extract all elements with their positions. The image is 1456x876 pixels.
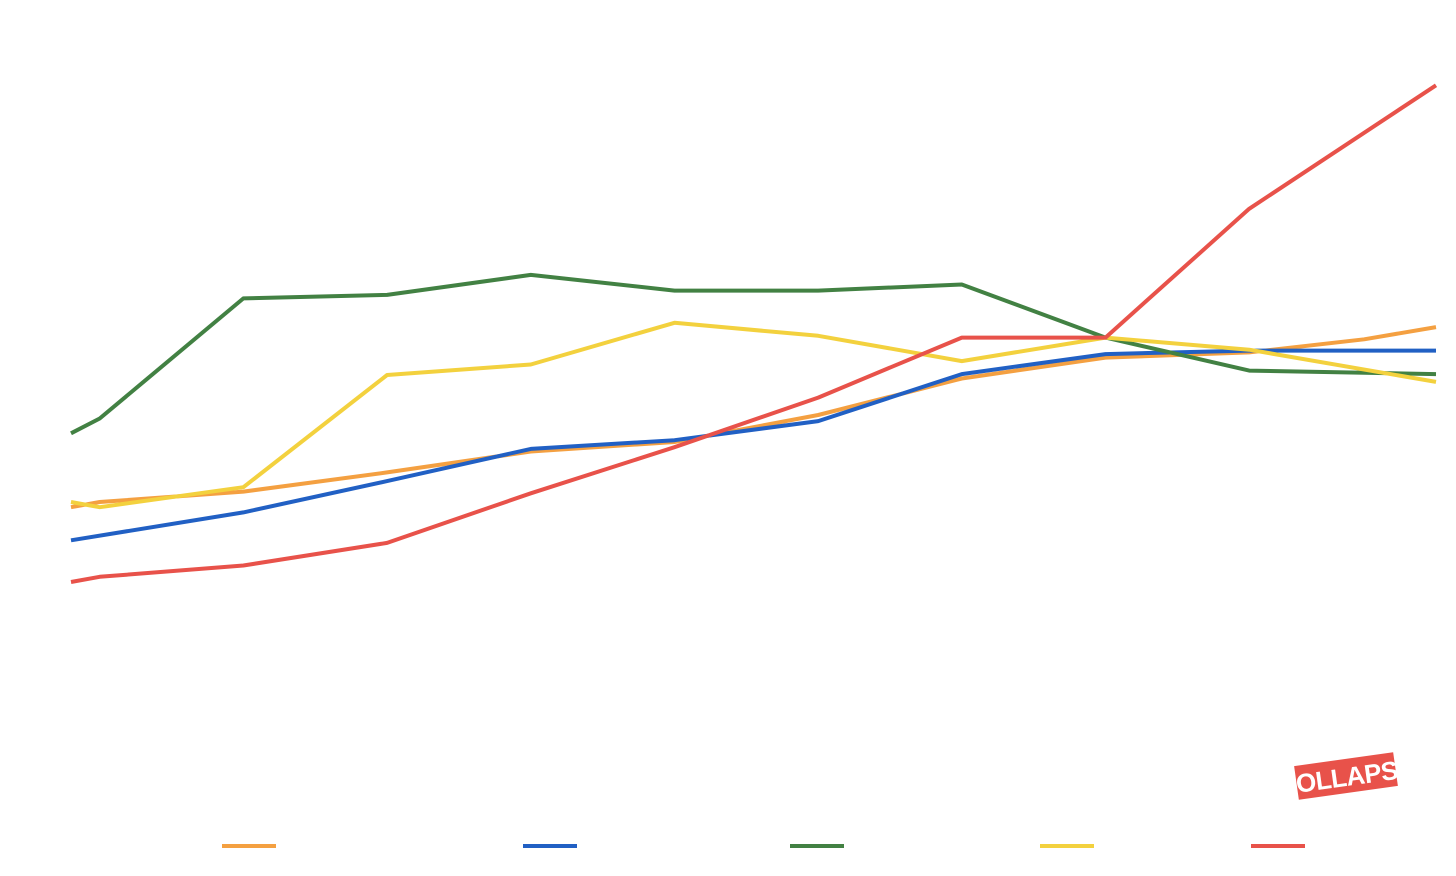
collapse-logo-badge xyxy=(1294,752,1398,800)
collapse-logo: COLLAPSE xyxy=(1276,752,1416,801)
series-1-line xyxy=(70,325,1437,510)
series-layer xyxy=(70,83,1438,584)
series-5-line xyxy=(70,83,1438,584)
series-4-line xyxy=(70,320,1437,510)
series-2-line xyxy=(70,348,1436,543)
series-3-line xyxy=(70,272,1437,436)
